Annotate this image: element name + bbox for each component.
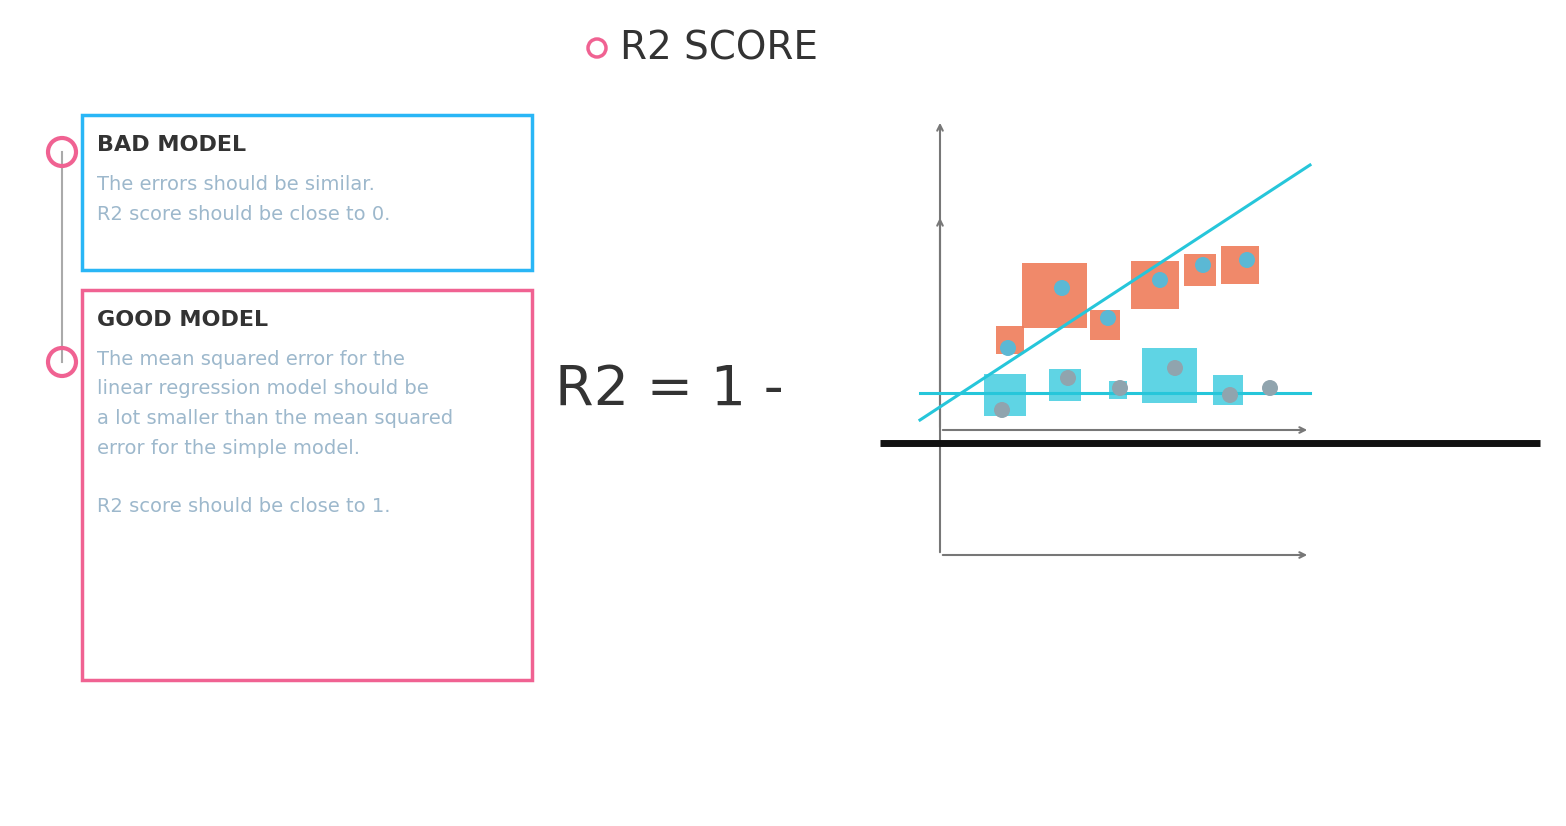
- Text: R2 SCORE: R2 SCORE: [620, 29, 817, 67]
- Text: The mean squared error for the
linear regression model should be
a lot smaller t: The mean squared error for the linear re…: [97, 350, 453, 516]
- Bar: [1184, 254, 1217, 286]
- Bar: [1023, 263, 1087, 327]
- Bar: [1214, 375, 1243, 405]
- Circle shape: [1167, 360, 1182, 376]
- Circle shape: [1112, 380, 1128, 396]
- Bar: [1131, 261, 1179, 309]
- Bar: [1143, 348, 1198, 402]
- FancyBboxPatch shape: [81, 115, 532, 270]
- Circle shape: [1060, 370, 1076, 386]
- Circle shape: [994, 402, 1010, 418]
- Circle shape: [1099, 310, 1117, 326]
- Circle shape: [1054, 280, 1070, 296]
- Circle shape: [1262, 380, 1278, 396]
- Text: The errors should be similar.
R2 score should be close to 0.: The errors should be similar. R2 score s…: [97, 175, 390, 224]
- Circle shape: [1001, 340, 1016, 356]
- Circle shape: [1239, 252, 1254, 268]
- Bar: [996, 326, 1024, 354]
- Text: BAD MODEL: BAD MODEL: [97, 135, 246, 155]
- Bar: [1221, 246, 1259, 284]
- Circle shape: [1195, 257, 1211, 273]
- Bar: [1090, 310, 1120, 340]
- Bar: [1109, 381, 1128, 399]
- Bar: [1049, 369, 1081, 401]
- Circle shape: [1221, 387, 1239, 403]
- FancyBboxPatch shape: [81, 290, 532, 680]
- Text: R2 = 1 -: R2 = 1 -: [554, 363, 783, 417]
- Bar: [983, 374, 1026, 416]
- Text: GOOD MODEL: GOOD MODEL: [97, 310, 268, 330]
- Circle shape: [1153, 272, 1168, 288]
